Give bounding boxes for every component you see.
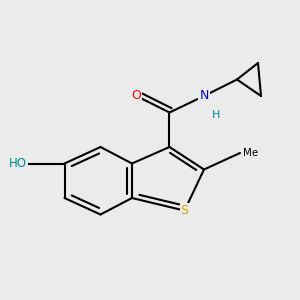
Text: N: N xyxy=(199,89,209,103)
Text: H: H xyxy=(212,110,220,121)
Text: Me: Me xyxy=(243,148,258,158)
Text: O: O xyxy=(132,89,141,103)
Text: S: S xyxy=(181,204,188,217)
Text: HO: HO xyxy=(9,157,27,170)
